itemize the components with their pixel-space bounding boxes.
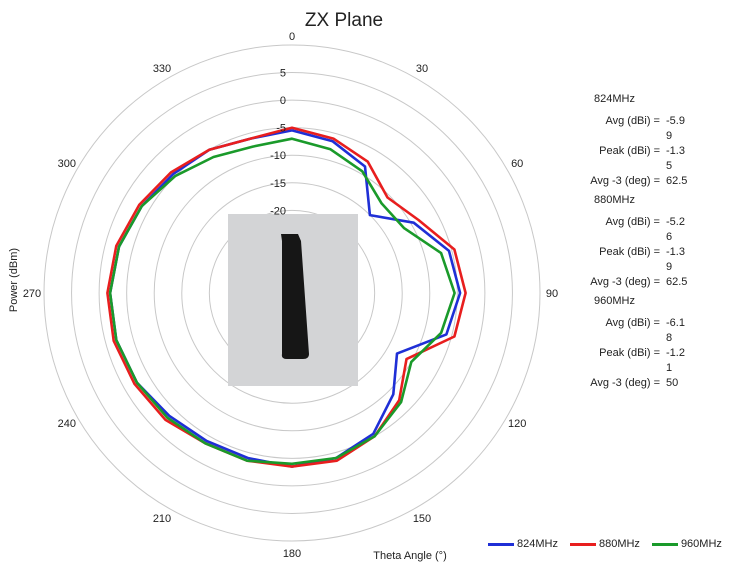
stats-row: Peak (dBi) = -1.35 — [570, 144, 720, 174]
angle-tick-label: 120 — [508, 418, 526, 430]
stats-row: Avg -3 (deg) = 50 — [570, 376, 720, 391]
angle-tick-label: 270 — [23, 288, 41, 300]
stats-label: Avg (dBi) = — [605, 115, 660, 127]
stats-label: Peak (dBi) = — [599, 347, 660, 359]
angle-tick-label: 240 — [58, 418, 76, 430]
series-line-880MHz — [106, 126, 467, 468]
stats-label: Avg (dBi) = — [605, 216, 660, 228]
legend-item: 824MHz — [488, 538, 558, 550]
radial-tick-label: -5 — [276, 123, 286, 135]
legend: 824MHz 880MHz 960MHz — [488, 538, 733, 550]
angle-tick-label: 210 — [153, 513, 171, 525]
stats-value: -1.39 — [666, 246, 685, 273]
stats-label: Avg (dBi) = — [605, 317, 660, 329]
grid-ring — [153, 154, 431, 432]
stats-row: Avg -3 (deg) = 62.5 — [570, 174, 720, 189]
stats-block: 960MHz Avg (dBi) = -6.18 Peak (dBi) = -1.21 A… — [570, 294, 720, 391]
legend-item: 960MHz — [651, 538, 722, 550]
radial-tick-label: -20 — [270, 205, 286, 217]
series-group — [106, 126, 467, 468]
stats-label: Peak (dBi) = — [599, 246, 660, 258]
legend-swatch — [651, 542, 678, 546]
legend-swatch — [569, 542, 596, 546]
stats-row: Avg (dBi) = -5.99 — [570, 114, 720, 144]
stats-row: Avg (dBi) = -5.26 — [570, 215, 720, 245]
stats-label: Avg -3 (deg) = — [590, 377, 660, 389]
legend-item: 880MHz — [569, 538, 640, 550]
stats-frequency: 960MHz — [594, 295, 635, 307]
stats-row: Avg -3 (deg) = 62.5 — [570, 275, 720, 290]
legend-label: 880MHz — [598, 538, 640, 550]
stats-frequency: 880MHz — [594, 194, 635, 206]
series-line-960MHz — [108, 137, 456, 466]
angle-tick-label: 330 — [153, 63, 171, 75]
stats-value: -5.26 — [666, 216, 685, 243]
legend-swatch — [488, 542, 514, 546]
angle-tick-label: 300 — [58, 158, 76, 170]
angle-tick-label: 0 — [289, 31, 295, 43]
stats-value: -1.35 — [666, 145, 685, 172]
radial-tick-label: 0 — [280, 95, 286, 107]
antenna-body — [281, 234, 309, 359]
stats-value: -1.21 — [666, 347, 685, 374]
antenna-photo — [228, 214, 358, 386]
angle-tick-label: 150 — [413, 513, 431, 525]
stats-value: -6.18 — [666, 317, 685, 344]
stats-panel: 824MHz Avg (dBi) = -5.99 Peak (dBi) = -1.35 A… — [570, 92, 720, 395]
stats-row: Avg (dBi) = -6.18 — [570, 316, 720, 346]
stats-label: Peak (dBi) = — [599, 145, 660, 157]
radial-tick-label: 5 — [280, 68, 286, 80]
stats-value: -5.99 — [666, 115, 685, 142]
grid-ring — [181, 182, 403, 404]
grid-ring — [43, 44, 541, 542]
x-axis-label: Theta Angle (°) — [373, 550, 447, 562]
stats-block: 880MHz Avg (dBi) = -5.26 Peak (dBi) = -1.39 A… — [570, 193, 720, 290]
radial-tick-label: -15 — [270, 178, 286, 190]
angle-tick-label: 60 — [511, 158, 523, 170]
stats-value: 62.5 — [666, 175, 688, 187]
chart-title: ZX Plane — [305, 10, 383, 31]
grid-ring — [71, 72, 513, 514]
radial-tick-label: -10 — [270, 150, 286, 162]
stats-row: Peak (dBi) = -1.39 — [570, 245, 720, 275]
stats-label: Avg -3 (deg) = — [590, 276, 660, 288]
angle-tick-label: 180 — [283, 548, 301, 560]
stats-row: Peak (dBi) = -1.21 — [570, 346, 720, 376]
angle-tick-label: 30 — [416, 63, 428, 75]
stats-value: 50 — [666, 377, 679, 389]
stats-label: Avg -3 (deg) = — [590, 175, 660, 187]
legend-label: 960MHz — [680, 538, 722, 550]
y-axis-label: Power (dBm) — [8, 248, 20, 312]
stats-block: 824MHz Avg (dBi) = -5.99 Peak (dBi) = -1.35 A… — [570, 92, 720, 189]
angle-tick-label: 90 — [546, 288, 558, 300]
labels-group: ZX Plane 0 30 60 90 120 150 180 210 240 270 300 330 5… — [8, 10, 558, 562]
stats-frequency: 824MHz — [594, 93, 635, 105]
stats-value: 62.5 — [666, 276, 688, 288]
grid-ring — [98, 99, 486, 487]
legend-label: 824MHz — [517, 538, 558, 550]
